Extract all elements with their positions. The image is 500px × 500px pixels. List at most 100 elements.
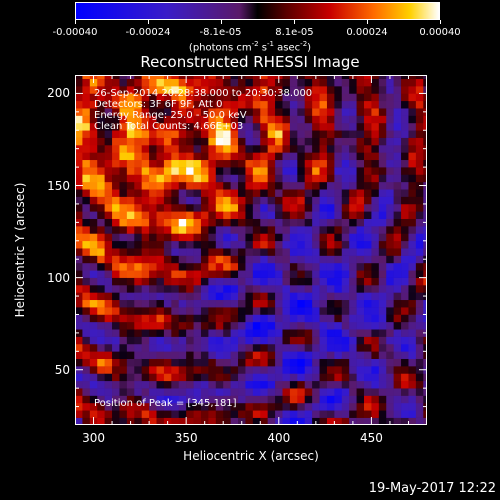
heatmap-cell — [326, 100, 335, 109]
heatmap-cell — [297, 226, 306, 234]
heatmap-cell — [208, 329, 217, 337]
heatmap-cell — [208, 366, 217, 374]
heatmap-cell — [371, 174, 380, 183]
heatmap-cell — [215, 307, 224, 315]
heatmap-cell — [289, 255, 298, 264]
heatmap-cell — [364, 159, 372, 168]
annotation-time: 26-Sep-2014 20:28:38.000 to 20:30:38.000 — [94, 88, 313, 99]
heatmap-cell — [238, 358, 246, 367]
heatmap-cell — [134, 292, 142, 301]
heatmap-cell — [89, 189, 98, 197]
heatmap-cell — [149, 329, 157, 337]
heatmap-cell — [149, 277, 157, 286]
heatmap-cell — [282, 145, 291, 153]
heatmap-cell — [349, 329, 357, 337]
heatmap-cell — [200, 388, 209, 396]
heatmap-cell — [252, 262, 261, 271]
heatmap-cell — [230, 292, 239, 301]
date-stamp: 19-May-2017 12:22 — [368, 481, 496, 496]
heatmap-cell — [319, 75, 328, 79]
heatmap-cell — [289, 174, 298, 183]
heatmap-cell — [252, 277, 261, 286]
heatmap-cell — [230, 130, 239, 138]
heatmap-cell — [408, 115, 417, 124]
heatmap-cell — [215, 78, 224, 87]
heatmap-cell — [326, 388, 335, 396]
heatmap-cell — [393, 145, 402, 153]
heatmap-cell — [371, 189, 380, 197]
heatmap-cell — [408, 145, 417, 153]
heatmap-cell — [304, 351, 313, 359]
heatmap-cell — [341, 395, 350, 404]
heatmap-cell — [149, 402, 157, 411]
heatmap-cell — [186, 329, 194, 337]
heatmap-cell — [119, 270, 128, 278]
heatmap-cell — [119, 115, 128, 124]
heatmap-cell — [75, 174, 83, 183]
heatmap-cell — [378, 218, 387, 227]
heatmap-cell — [141, 226, 150, 234]
heatmap-cell — [200, 277, 209, 286]
heatmap-cell — [186, 402, 194, 411]
heatmap-cell — [378, 145, 387, 153]
heatmap-cell — [141, 78, 150, 87]
heatmap-cell — [423, 240, 427, 249]
heatmap-cell — [245, 218, 254, 227]
heatmap-cell — [156, 181, 165, 190]
heatmap-cell — [89, 174, 98, 183]
heatmap-cell — [126, 233, 135, 242]
heatmap-cell — [215, 122, 224, 131]
heatmap-cell — [104, 240, 113, 249]
heatmap-cell — [334, 329, 343, 337]
heatmap-cell — [312, 93, 320, 102]
heatmap-cell — [356, 115, 365, 124]
heatmap-cell — [319, 395, 328, 404]
heatmap-cell — [267, 321, 276, 330]
heatmap-cell — [230, 115, 239, 124]
heatmap-cell — [156, 218, 165, 227]
heatmap-cell — [215, 130, 224, 138]
heatmap-cell — [156, 137, 165, 146]
heatmap-cell — [149, 137, 157, 146]
heatmap-cell — [386, 314, 394, 323]
heatmap-cell — [341, 366, 350, 374]
heatmap-cell — [223, 270, 231, 278]
heatmap-cell — [230, 203, 239, 212]
heatmap-cell — [163, 240, 172, 249]
heatmap-cell — [171, 366, 180, 374]
heatmap-cell — [393, 270, 402, 278]
heatmap-cell — [82, 307, 91, 315]
x-axis-label: Heliocentric X (arcsec) — [183, 449, 319, 463]
heatmap-cell — [304, 262, 313, 271]
heatmap-cell — [208, 240, 217, 249]
heatmap-cell — [408, 262, 417, 271]
heatmap-cell — [356, 75, 365, 79]
heatmap-cell — [171, 100, 180, 109]
heatmap-cell — [304, 285, 313, 293]
heatmap-cell — [423, 130, 427, 138]
heatmap-cell — [408, 343, 417, 352]
heatmap-cell — [326, 417, 335, 425]
heatmap-cell — [215, 255, 224, 264]
heatmap-cell — [171, 343, 180, 352]
heatmap-cell — [200, 189, 209, 197]
heatmap-cell — [193, 329, 202, 337]
heatmap-cell — [112, 196, 120, 205]
heatmap-cell — [97, 395, 105, 404]
heatmap-cell — [349, 93, 357, 102]
heatmap-cell — [282, 115, 291, 124]
heatmap-cell — [260, 189, 268, 197]
heatmap-cell — [141, 262, 150, 271]
heatmap-cell — [126, 358, 135, 367]
heatmap-cell — [282, 417, 291, 425]
heatmap-cell — [223, 321, 231, 330]
heatmap-cell — [141, 86, 150, 94]
heatmap-cell — [356, 137, 365, 146]
heatmap-cell — [208, 145, 217, 153]
heatmap-cell — [119, 277, 128, 286]
heatmap-cell — [238, 203, 246, 212]
heatmap-cell — [104, 226, 113, 234]
heatmap-cell — [378, 388, 387, 396]
heatmap-cell — [149, 410, 157, 418]
heatmap-cell — [193, 240, 202, 249]
